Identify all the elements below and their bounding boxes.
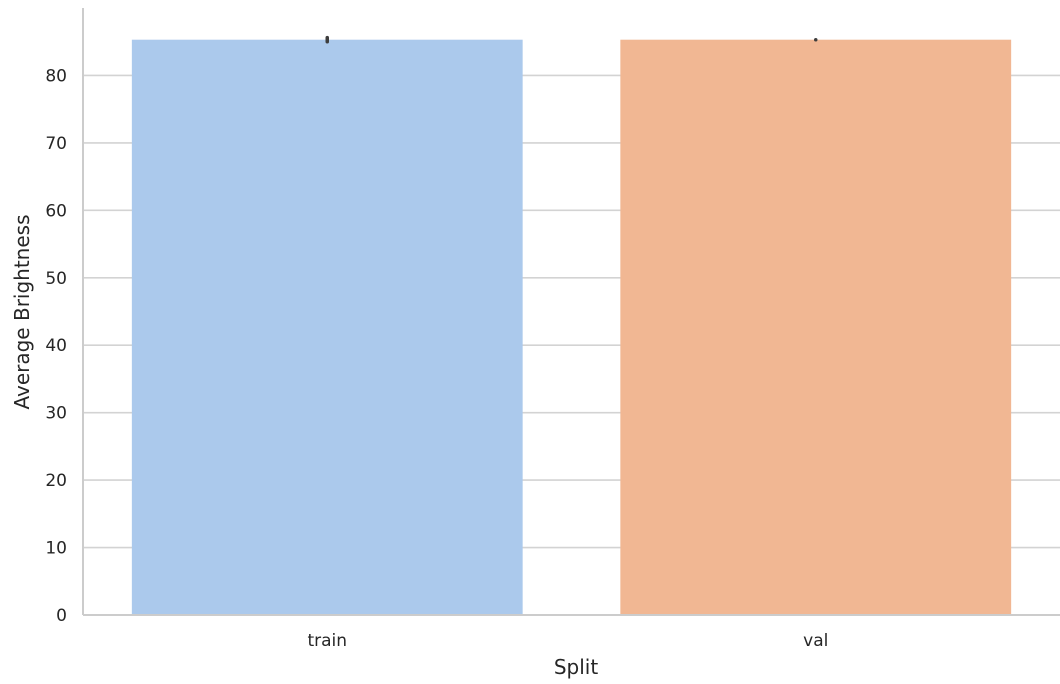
y-tick-label-60: 60 xyxy=(45,201,67,221)
error-bars xyxy=(325,35,818,44)
x-tick-label-train: train xyxy=(307,631,347,651)
y-tick-label-80: 80 xyxy=(45,66,67,86)
bar-val xyxy=(620,39,1012,615)
bars xyxy=(131,39,1012,615)
y-tick-label-0: 0 xyxy=(56,606,67,626)
x-tick-labels: train val xyxy=(307,631,828,651)
x-tick-label-val: val xyxy=(803,631,828,651)
y-tick-label-20: 20 xyxy=(45,471,67,491)
y-tick-label-10: 10 xyxy=(45,539,67,559)
axes xyxy=(82,8,1060,616)
bar-train xyxy=(131,39,523,615)
y-tick-label-70: 70 xyxy=(45,134,67,154)
y-tick-label-40: 40 xyxy=(45,336,67,356)
y-tick-label-30: 30 xyxy=(45,404,67,424)
y-axis-label: Average Brightness xyxy=(10,214,34,409)
y-tick-label-50: 50 xyxy=(45,269,67,289)
x-axis-label: Split xyxy=(554,655,599,679)
y-tick-labels: 0 10 20 30 40 50 60 70 80 xyxy=(45,66,67,626)
